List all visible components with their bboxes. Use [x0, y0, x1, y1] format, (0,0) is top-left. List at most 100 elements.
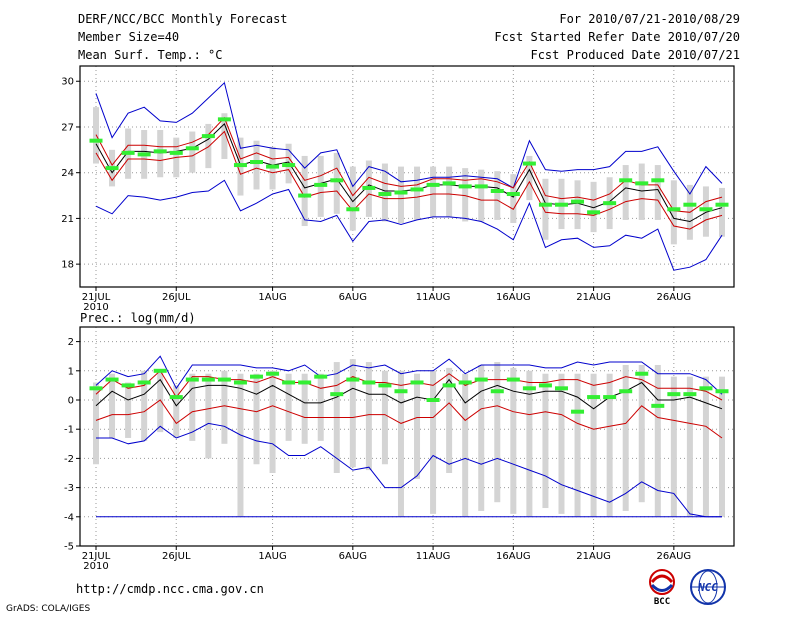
forecast-started: Fcst Started Refer Date 2010/07/20 [494, 30, 740, 44]
panel2-median-mark [587, 395, 601, 400]
panel2-box [606, 373, 613, 517]
panel1-box [446, 166, 453, 217]
panel2-median-mark [442, 383, 456, 388]
panel2-median-mark [298, 380, 312, 385]
panel1-box [622, 165, 629, 220]
panel2-median-mark [394, 389, 408, 394]
panel1-lower-quartile-line [95, 130, 723, 230]
panel1-box [590, 181, 597, 233]
source-url[interactable]: http://cmdp.ncc.cma.gov.cn [76, 582, 264, 596]
panel2-box [558, 373, 565, 514]
panel1-median-mark [603, 201, 617, 206]
panel2-box [430, 370, 437, 514]
panel2-median-mark [362, 380, 376, 385]
panel1-median-mark [699, 207, 713, 212]
panel2-xtick-label: 26JUL [162, 551, 191, 562]
panel2-median-mark [314, 374, 328, 379]
panel1-box [414, 166, 421, 220]
panel1-box [719, 187, 725, 237]
panel1-xtick-label: 26AUG [657, 292, 692, 303]
panel1-xtick-label: 1AUG [258, 292, 286, 303]
panel1-median-mark [121, 150, 135, 155]
panel1-median-mark [266, 164, 280, 169]
panel1-median-mark [426, 182, 440, 187]
panel1-median-mark [442, 181, 456, 186]
panel2-box [638, 364, 645, 503]
panel2-xtick-label: 21AUG [576, 551, 611, 562]
panel2-median-mark [538, 383, 552, 388]
panel1-median-mark [330, 178, 344, 183]
panel2-median-mark [522, 386, 536, 391]
panel2-box [542, 373, 549, 509]
panel1-box [510, 174, 517, 223]
panel2-box [654, 364, 661, 517]
panel1-upper-quartile-line [95, 116, 723, 213]
panel2-median-mark [683, 392, 697, 397]
panel2-ytick-label: -2 [64, 454, 74, 465]
forecast-produced: Fcst Produced Date 2010/07/21 [530, 48, 740, 62]
panel1-box [670, 180, 677, 245]
panel2-median-mark [282, 380, 296, 385]
panel1-median-mark [554, 202, 568, 207]
panel1-median-mark [153, 149, 167, 154]
panel1-box [157, 130, 164, 178]
panel1-median-mark [185, 146, 199, 151]
member-size: Member Size=40 [78, 30, 180, 44]
panel2-box [237, 373, 244, 517]
panel2-xtick-label: 11AUG [416, 551, 451, 562]
panel1-median-mark [137, 152, 151, 157]
panel2-median-mark [266, 371, 280, 376]
panel1-ytick-label: 18 [61, 260, 74, 271]
panel2-box [317, 373, 324, 441]
panel2-box [397, 370, 404, 517]
panel2-median-mark [169, 395, 183, 400]
panel2-ytick-label: -3 [64, 483, 74, 494]
panel2-ytick-label: -1 [64, 425, 74, 436]
panel1-mean-line [95, 123, 723, 223]
panel1-median-mark [282, 163, 296, 168]
panel1-median-mark [538, 202, 552, 207]
panel1-median-mark [506, 192, 520, 197]
panel2-box [446, 367, 453, 473]
panel2-box [93, 382, 99, 465]
panel2-median-mark [506, 377, 520, 382]
panel1-box [462, 168, 469, 222]
panel2-median-mark [426, 398, 440, 402]
panel1-box [526, 155, 533, 201]
panel2-box [702, 376, 709, 517]
panel2-upper-quartile-line [95, 370, 723, 401]
panel2-median-mark [250, 374, 264, 379]
panel2-median-mark [185, 377, 199, 382]
panel2-box [269, 370, 276, 473]
panel1-year-label: 2010 [83, 302, 108, 313]
panel2-box [221, 370, 228, 444]
panel2-median-mark [458, 380, 472, 385]
panel2-box [253, 373, 260, 465]
panel1-median-mark [362, 185, 376, 190]
panel1-median-mark [298, 193, 312, 198]
panel2-box [414, 373, 421, 479]
panel1-box [397, 166, 404, 223]
panel2-year-label: 2010 [83, 561, 108, 572]
forecast-period: For 2010/07/21-2010/08/29 [559, 12, 740, 26]
panel2-box [510, 367, 517, 514]
panel2-box [125, 382, 132, 438]
panel1-box [301, 155, 308, 227]
panel2-box [719, 376, 725, 517]
panel2-ytick-label: -5 [64, 542, 74, 553]
panel1-min-line [95, 179, 723, 271]
panel2-box [141, 370, 148, 441]
panel2-median-mark [346, 377, 360, 382]
panel1-median-mark [635, 181, 649, 186]
grads-credit: GrADS: COLA/IGES [6, 604, 91, 614]
panel2-median-mark [89, 386, 103, 391]
panel2-median-mark [153, 368, 167, 373]
panel1-ytick-label: 24 [61, 168, 74, 179]
panel1-box [253, 140, 260, 190]
panel1-median-mark [458, 184, 472, 189]
panel1-box [542, 178, 549, 240]
panel2-lower-quartile-line [95, 399, 723, 439]
panel2-min-line [96, 422, 722, 518]
panel1-box [702, 186, 709, 237]
panel2-median-mark [651, 403, 665, 408]
